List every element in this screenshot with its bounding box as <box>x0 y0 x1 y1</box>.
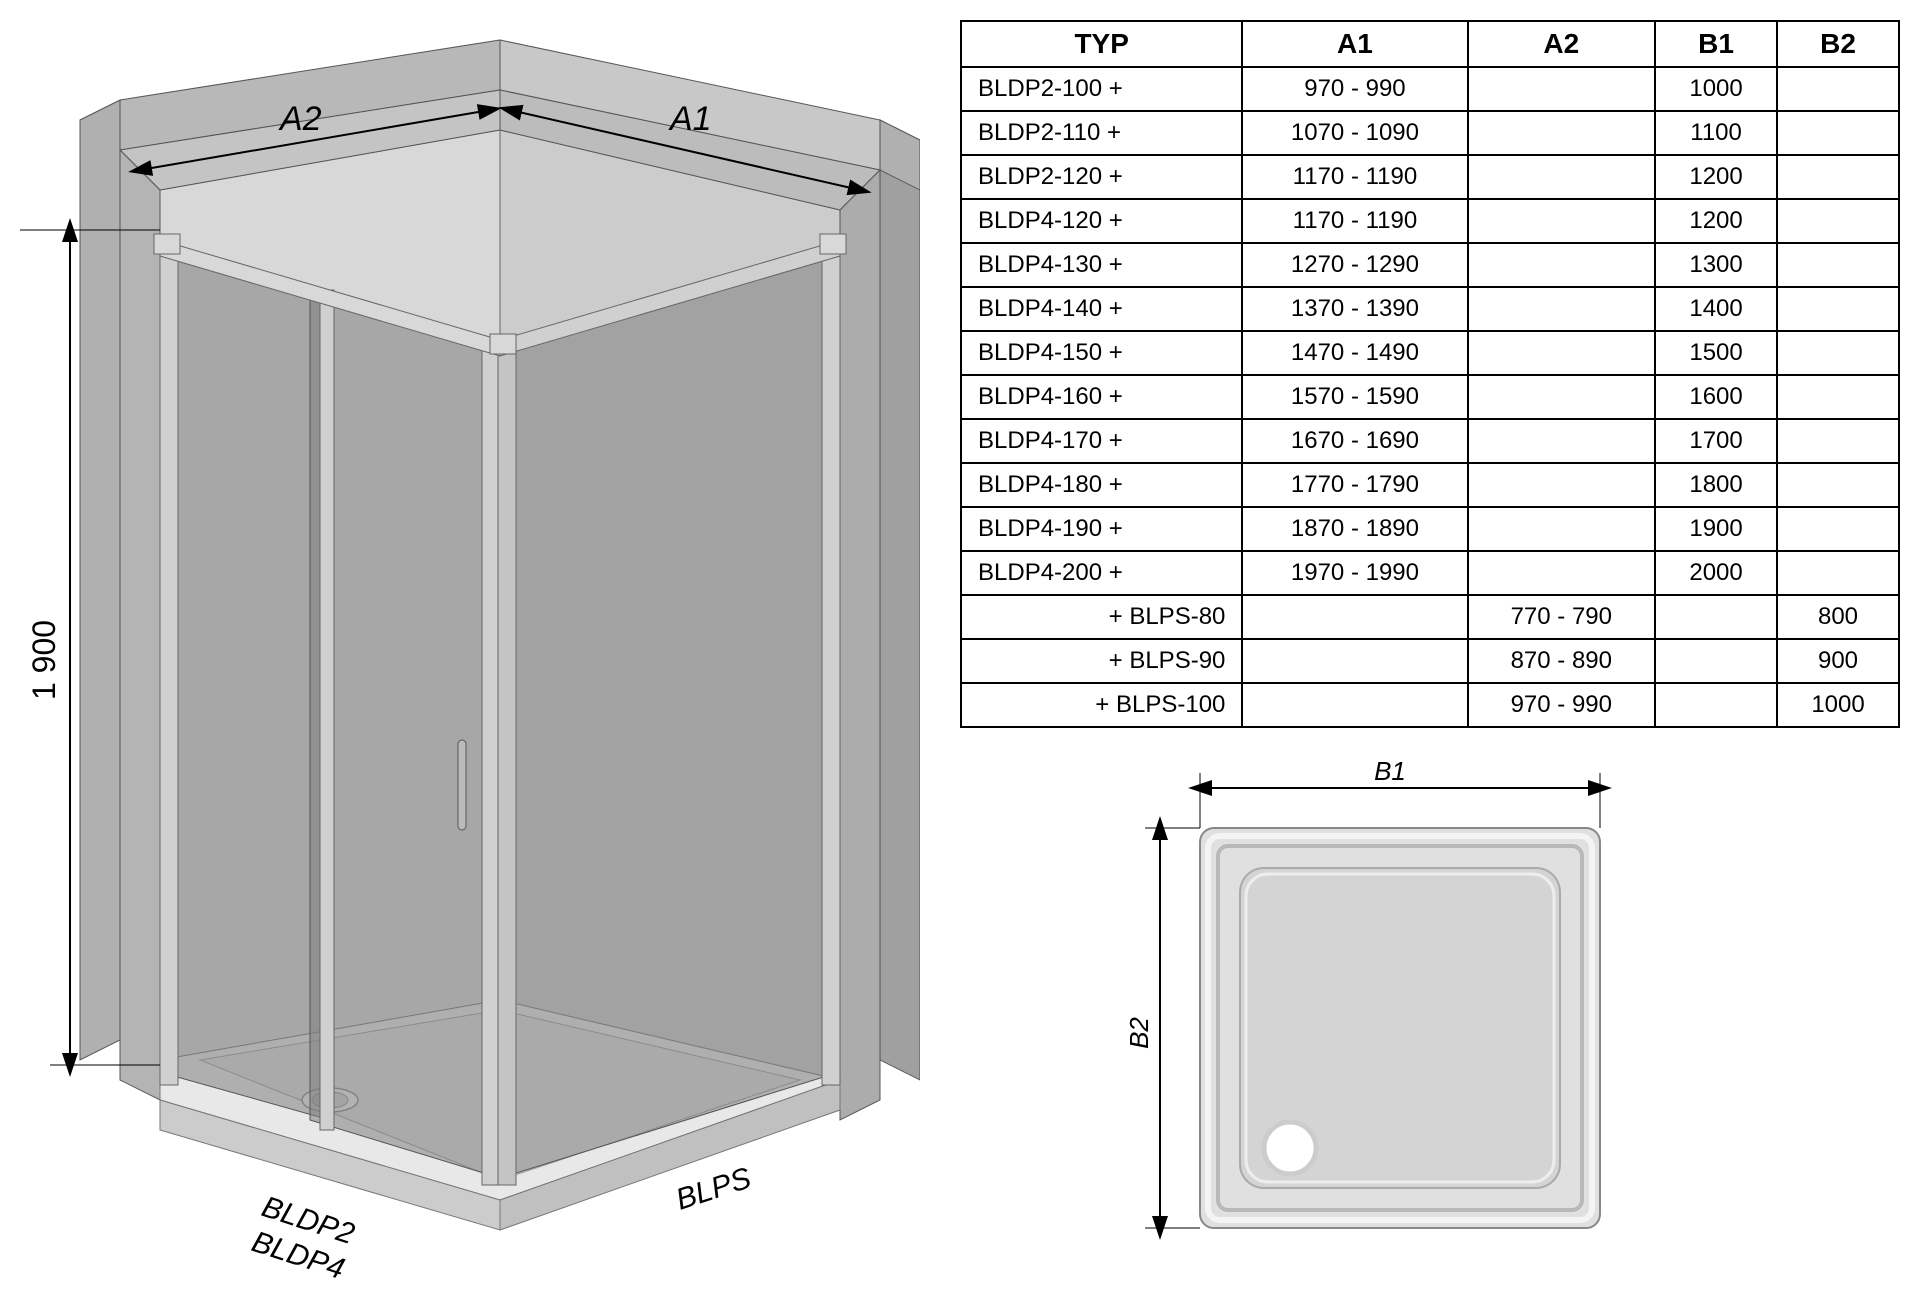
table-row: BLDP4-150 +1470 - 14901500 <box>961 331 1899 375</box>
dimensions-table: TYPA1A2B1B2 BLDP2-100 +970 - 9901000BLDP… <box>960 20 1900 728</box>
shower-3d-diagram: A2 A1 1 900 BLDP2 BLDP4 BLPS <box>20 20 920 1280</box>
table-header: A2 <box>1468 21 1656 67</box>
table-header: B1 <box>1655 21 1777 67</box>
dim-b1-label: B1 <box>1374 758 1406 786</box>
dim-height-label: 1 900 <box>26 620 62 700</box>
table-row: BLDP4-120 +1170 - 11901200 <box>961 199 1899 243</box>
table-row: + BLPS-80770 - 790800 <box>961 595 1899 639</box>
dim-b2-label: B2 <box>1124 1017 1154 1049</box>
table-row: BLDP2-100 +970 - 9901000 <box>961 67 1899 111</box>
table-row: BLDP4-140 +1370 - 13901400 <box>961 287 1899 331</box>
table-row: BLDP4-190 +1870 - 18901900 <box>961 507 1899 551</box>
table-row: BLDP4-170 +1670 - 16901700 <box>961 419 1899 463</box>
table-row: BLDP2-120 +1170 - 11901200 <box>961 155 1899 199</box>
label-blps: BLPS <box>672 1162 755 1217</box>
table-row: BLDP2-110 +1070 - 10901100 <box>961 111 1899 155</box>
dim-a1-label: A1 <box>668 100 712 138</box>
table-header: B2 <box>1777 21 1899 67</box>
table-row: + BLPS-100970 - 9901000 <box>961 683 1899 727</box>
table-row: BLDP4-180 +1770 - 17901800 <box>961 463 1899 507</box>
table-header: A1 <box>1242 21 1467 67</box>
table-header: TYP <box>961 21 1242 67</box>
tray-top-view: B1 B2 <box>1100 758 1620 1258</box>
table-row: BLDP4-200 +1970 - 19902000 <box>961 551 1899 595</box>
dim-a2-label: A2 <box>278 100 322 138</box>
table-row: BLDP4-130 +1270 - 12901300 <box>961 243 1899 287</box>
table-row: + BLPS-90870 - 890900 <box>961 639 1899 683</box>
table-row: BLDP4-160 +1570 - 15901600 <box>961 375 1899 419</box>
